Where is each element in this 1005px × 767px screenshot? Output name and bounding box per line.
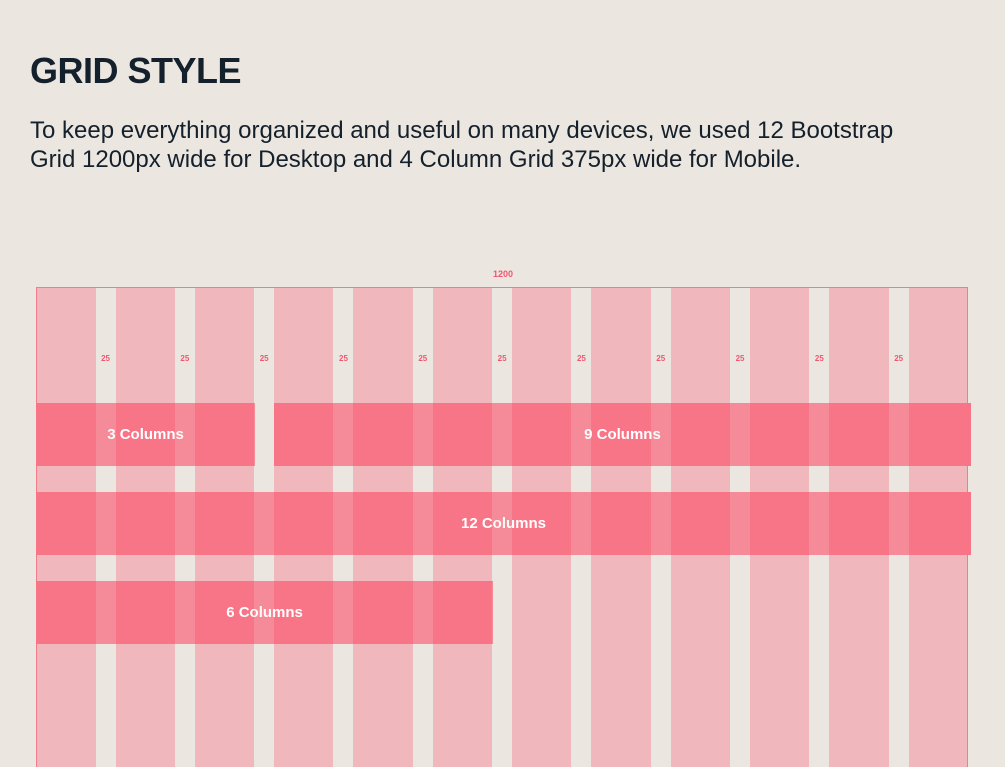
column-span-bar: 12 Columns <box>36 492 971 555</box>
gutter <box>333 288 354 767</box>
gutter <box>571 288 592 767</box>
gutter <box>730 288 751 767</box>
gutter <box>95 288 116 767</box>
gutter <box>492 288 513 767</box>
grid-width-label: 1200 <box>492 269 514 279</box>
column-span-bar: 9 Columns <box>273 403 971 466</box>
gutter <box>809 288 830 767</box>
gutter-width-label: 25 <box>656 354 666 363</box>
gutter-width-label: 25 <box>576 354 586 363</box>
column-span-label: 9 Columns <box>584 426 661 443</box>
description: To keep everything organized and useful … <box>30 117 894 173</box>
gutter-width-label: 25 <box>180 354 190 363</box>
gutter-width-label: 25 <box>735 354 745 363</box>
column-span-label: 3 Columns <box>107 426 184 443</box>
gutter-width-label: 25 <box>497 354 507 363</box>
gutter-width-label: 25 <box>894 354 904 363</box>
gutter <box>254 288 275 767</box>
gutter <box>412 288 433 767</box>
page-title: GRID STYLE <box>30 50 242 91</box>
gutter <box>650 288 671 767</box>
gutter-width-label: 25 <box>259 354 269 363</box>
gutter-width-label: 25 <box>101 354 110 363</box>
column-span-label: 12 Columns <box>460 515 547 532</box>
column-span-label: 6 Columns <box>226 604 303 621</box>
gutter <box>174 288 195 767</box>
gutter-width-label: 25 <box>418 354 428 363</box>
gutter-width-label: 25 <box>814 354 824 363</box>
grid-diagram: 25 25 25 25 25 25 25 25 25 25 25 3 Columns 9 Columns… <box>36 287 971 767</box>
gutter <box>888 288 909 767</box>
column-span-bar: 3 Columns <box>36 403 256 466</box>
gutter-width-label: 25 <box>339 354 348 363</box>
column-span-bar: 6 Columns <box>36 581 494 644</box>
